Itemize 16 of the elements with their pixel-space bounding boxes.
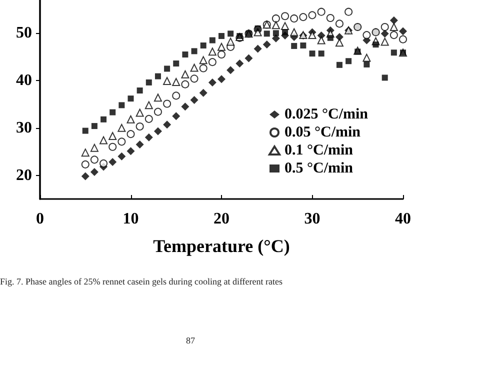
legend-label: 0.5 °C/min	[284, 160, 354, 176]
caption: Fig. 7. Phase angles of 25% rennet casein gels during cooling at different rates	[0, 276, 284, 286]
x-tick-label: 0	[36, 210, 44, 228]
legend-label: 0.1 °C/min	[284, 142, 354, 158]
legend-label: 0.05 °C/min	[284, 124, 362, 140]
x-tick-label: 20	[214, 210, 230, 228]
y-tick-label: 20	[16, 166, 32, 184]
x-tick-label: 10	[122, 210, 139, 228]
y-tick-label: 40	[16, 72, 32, 90]
text: 87	[186, 336, 196, 346]
x-axis-title: Temperature (°C)	[153, 236, 290, 256]
y-tick-label: 30	[16, 119, 32, 136]
x-tick-label: 30	[304, 210, 320, 228]
x-tick-label: 40	[395, 210, 411, 228]
legend-label: 0.025 °C/min	[284, 106, 369, 122]
y-tick-label: 50	[16, 24, 32, 42]
